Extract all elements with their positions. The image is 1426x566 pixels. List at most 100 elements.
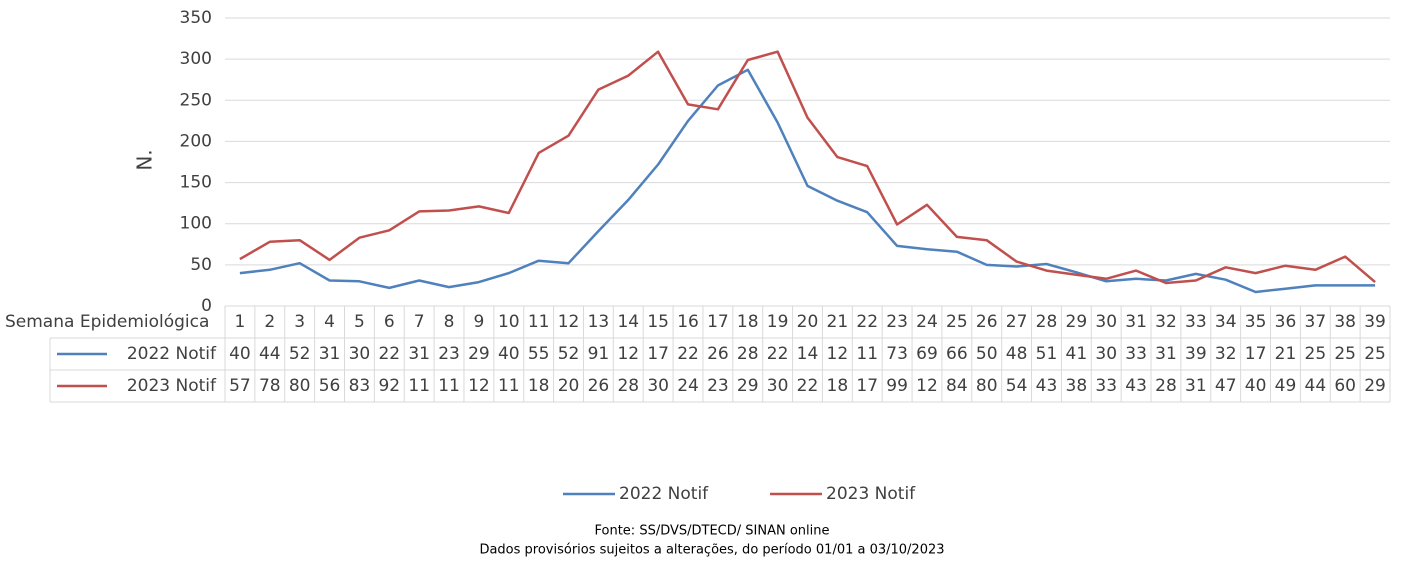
x-tick-label: 19: [767, 312, 789, 332]
table-cell: 11: [438, 376, 460, 396]
x-tick-label: 26: [976, 312, 998, 332]
x-tick-label: 5: [354, 312, 365, 332]
x-tick-label: 28: [1036, 312, 1058, 332]
table-cell: 44: [259, 344, 281, 364]
table-cell: 54: [1006, 376, 1028, 396]
table-cell: 43: [1125, 376, 1147, 396]
table-cell: 18: [528, 376, 550, 396]
table-cell: 28: [737, 344, 759, 364]
table-cell: 66: [946, 344, 968, 364]
table-cell: 12: [916, 376, 938, 396]
x-tick-label: 11: [528, 312, 550, 332]
x-tick-label: 15: [647, 312, 669, 332]
table-cell: 30: [647, 376, 669, 396]
table-cell: 30: [767, 376, 789, 396]
x-tick-label: 30: [1095, 312, 1117, 332]
table-cell: 22: [797, 376, 819, 396]
x-tick-label: 24: [916, 312, 938, 332]
table-cell: 38: [1066, 376, 1088, 396]
table-cell: 30: [349, 344, 371, 364]
table-cell: 41: [1066, 344, 1088, 364]
table-cell: 31: [1155, 344, 1177, 364]
table-cell: 50: [976, 344, 998, 364]
table-cell: 22: [378, 344, 400, 364]
y-tick-label: 300: [180, 49, 212, 69]
x-tick-label: 9: [473, 312, 484, 332]
table-cell: 91: [588, 344, 610, 364]
table-cell: 25: [1364, 344, 1386, 364]
x-tick-label: 33: [1185, 312, 1207, 332]
x-tick-label: 36: [1275, 312, 1297, 332]
table-cell: 31: [319, 344, 341, 364]
x-tick-label: 38: [1334, 312, 1356, 332]
x-tick-label: 17: [707, 312, 729, 332]
table-cell: 39: [1185, 344, 1207, 364]
x-tick-label: 20: [797, 312, 819, 332]
y-tick-label: 250: [180, 90, 212, 110]
row-label: 2022 Notif: [127, 344, 217, 364]
table-cell: 17: [647, 344, 669, 364]
y-tick-label: 50: [190, 255, 212, 275]
table-cell: 40: [498, 344, 520, 364]
x-tick-label: 27: [1006, 312, 1028, 332]
x-tick-label: 39: [1364, 312, 1386, 332]
table-cell: 40: [1245, 376, 1267, 396]
table-cell: 83: [349, 376, 371, 396]
table-cell: 52: [289, 344, 311, 364]
table-cell: 99: [886, 376, 908, 396]
table-cell: 33: [1125, 344, 1147, 364]
table-cell: 25: [1334, 344, 1356, 364]
x-tick-label: 13: [588, 312, 610, 332]
table-cell: 26: [588, 376, 610, 396]
x-tick-label: 8: [444, 312, 455, 332]
table-cell: 24: [677, 376, 699, 396]
table-cell: 29: [1364, 376, 1386, 396]
y-tick-label: 100: [180, 214, 212, 234]
x-tick-label: 3: [294, 312, 305, 332]
x-tick-label: 23: [886, 312, 908, 332]
table-cell: 28: [617, 376, 639, 396]
x-tick-label: 6: [384, 312, 395, 332]
table-cell: 48: [1006, 344, 1028, 364]
table-cell: 11: [408, 376, 430, 396]
series-line: [239, 68, 1376, 294]
y-tick-label: 200: [180, 131, 212, 151]
table-cell: 44: [1305, 376, 1327, 396]
table-cell: 73: [886, 344, 908, 364]
table-cell: 11: [856, 344, 878, 364]
table-header: Semana Epidemiológica: [5, 312, 209, 332]
table-cell: 69: [916, 344, 938, 364]
table-cell: 20: [558, 376, 580, 396]
table-cell: 28: [1155, 376, 1177, 396]
table-cell: 51: [1036, 344, 1058, 364]
table-cell: 18: [827, 376, 849, 396]
y-tick-label: 0: [201, 296, 212, 316]
table-cell: 12: [617, 344, 639, 364]
table-cell: 84: [946, 376, 968, 396]
table-cell: 47: [1215, 376, 1237, 396]
x-tick-label: 16: [677, 312, 699, 332]
x-tick-label: 10: [498, 312, 520, 332]
table-cell: 33: [1095, 376, 1117, 396]
table-cell: 26: [707, 344, 729, 364]
x-tick-label: 4: [324, 312, 335, 332]
table-cell: 25: [1305, 344, 1327, 364]
table-cell: 21: [1275, 344, 1297, 364]
x-tick-label: 12: [558, 312, 580, 332]
table-cell: 56: [319, 376, 341, 396]
table-cell: 49: [1275, 376, 1297, 396]
table-cell: 23: [707, 376, 729, 396]
note: Dados provisórios sujeitos a alterações,…: [479, 543, 944, 558]
table-cell: 12: [468, 376, 490, 396]
x-tick-label: 2: [264, 312, 275, 332]
x-tick-label: 37: [1305, 312, 1327, 332]
row-label: 2023 Notif: [127, 376, 217, 396]
x-tick-label: 29: [1066, 312, 1088, 332]
table-cell: 55: [528, 344, 550, 364]
table-cell: 31: [1185, 376, 1207, 396]
y-tick-label: 150: [180, 173, 212, 193]
table-cell: 60: [1334, 376, 1356, 396]
table-cell: 30: [1095, 344, 1117, 364]
legend-label: 2023 Notif: [826, 484, 916, 504]
table-cell: 17: [1245, 344, 1267, 364]
